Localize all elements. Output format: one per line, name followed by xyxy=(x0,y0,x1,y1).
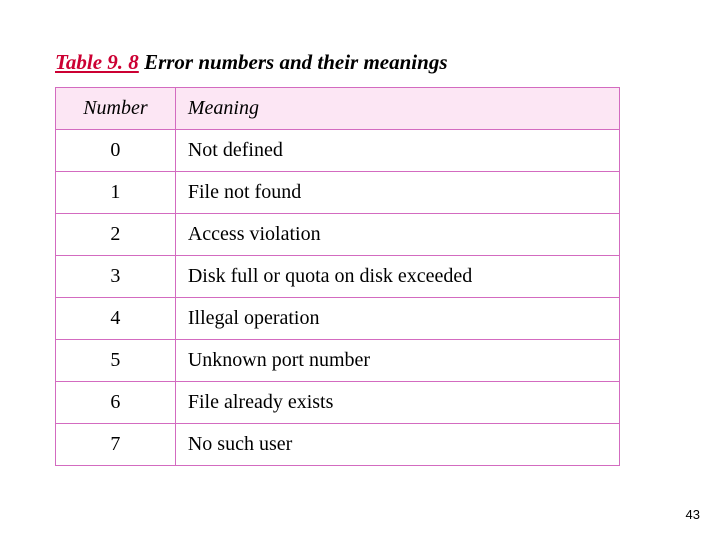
column-header-meaning: Meaning xyxy=(175,88,619,130)
table-title: Table 9. 8 Error numbers and their meani… xyxy=(55,50,720,75)
cell-number: 6 xyxy=(56,382,176,424)
cell-meaning: Unknown port number xyxy=(175,340,619,382)
table-row: 0 Not defined xyxy=(56,130,620,172)
table-row: 2 Access violation xyxy=(56,214,620,256)
table-row: 5 Unknown port number xyxy=(56,340,620,382)
cell-meaning: Not defined xyxy=(175,130,619,172)
table-row: 4 Illegal operation xyxy=(56,298,620,340)
cell-number: 7 xyxy=(56,424,176,466)
table-row: 1 File not found xyxy=(56,172,620,214)
table-header-row: Number Meaning xyxy=(56,88,620,130)
cell-meaning: File not found xyxy=(175,172,619,214)
cell-meaning: File already exists xyxy=(175,382,619,424)
table-row: 3 Disk full or quota on disk exceeded xyxy=(56,256,620,298)
cell-number: 1 xyxy=(56,172,176,214)
cell-number: 0 xyxy=(56,130,176,172)
column-header-number: Number xyxy=(56,88,176,130)
table-row: 6 File already exists xyxy=(56,382,620,424)
cell-meaning: Illegal operation xyxy=(175,298,619,340)
cell-number: 5 xyxy=(56,340,176,382)
cell-meaning: Access violation xyxy=(175,214,619,256)
cell-meaning: No such user xyxy=(175,424,619,466)
error-codes-table: Number Meaning 0 Not defined 1 File not … xyxy=(55,87,620,466)
page-number: 43 xyxy=(686,507,700,522)
cell-number: 4 xyxy=(56,298,176,340)
cell-number: 3 xyxy=(56,256,176,298)
cell-number: 2 xyxy=(56,214,176,256)
cell-meaning: Disk full or quota on disk exceeded xyxy=(175,256,619,298)
table-caption: Error numbers and their meanings xyxy=(139,50,448,74)
table-label: Table 9. 8 xyxy=(55,50,139,74)
table-row: 7 No such user xyxy=(56,424,620,466)
